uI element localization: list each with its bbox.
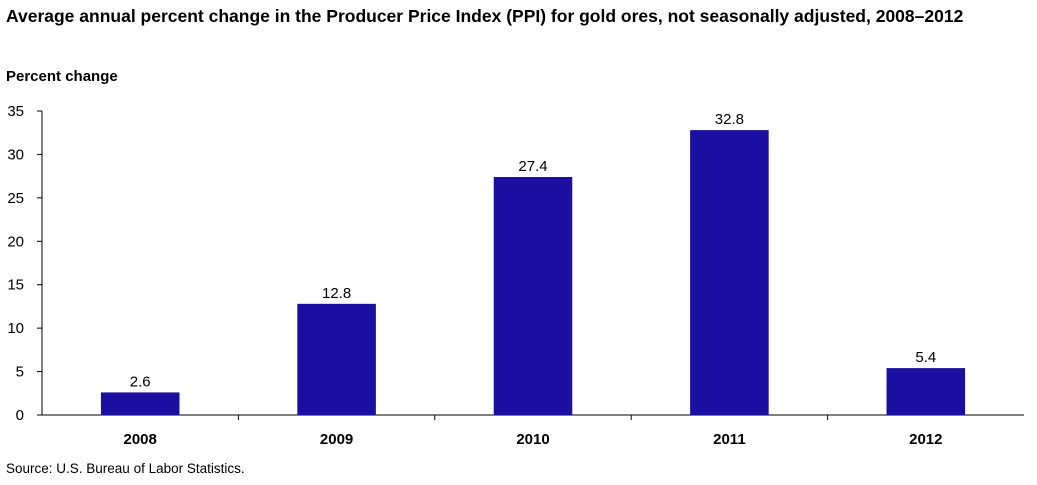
y-tick-label: 0	[16, 407, 24, 424]
chart-title: Average annual percent change in the Pro…	[6, 6, 964, 26]
bar-2010	[493, 177, 573, 415]
data-label: 2.6	[130, 373, 151, 390]
bar-2009	[297, 303, 376, 415]
y-tick-label: 30	[7, 146, 24, 163]
bar-2011	[690, 130, 769, 415]
y-axis: 0 5 10 15 20 25 30 35	[7, 103, 43, 424]
data-label: 32.8	[715, 111, 744, 128]
data-label: 12.8	[322, 285, 351, 302]
data-label: 27.4	[518, 158, 547, 175]
y-tick-label: 20	[7, 233, 24, 250]
bar-2012	[886, 368, 966, 415]
x-tick-label: 2008	[124, 431, 157, 448]
source-note: Source: U.S. Bureau of Labor Statistics.	[6, 461, 245, 476]
y-tick-label: 35	[7, 103, 24, 120]
data-label: 5.4	[915, 349, 936, 366]
y-axis-label: Percent change	[6, 68, 118, 85]
y-tick-label: 10	[7, 320, 24, 337]
x-tick-label: 2011	[713, 431, 746, 448]
x-tick-label: 2012	[909, 431, 942, 448]
x-tick-label: 2009	[320, 431, 353, 448]
x-axis: 2008 2009 2010 2011 2012	[42, 414, 1024, 448]
x-tick-label: 2010	[516, 431, 549, 448]
y-tick-label: 15	[7, 277, 24, 294]
bar-2008	[100, 392, 180, 415]
y-tick-label: 25	[7, 190, 24, 207]
bars	[100, 130, 966, 415]
data-labels: 2.6 12.8 27.4 32.8 5.4	[130, 111, 936, 390]
y-tick-label: 5	[16, 364, 24, 381]
